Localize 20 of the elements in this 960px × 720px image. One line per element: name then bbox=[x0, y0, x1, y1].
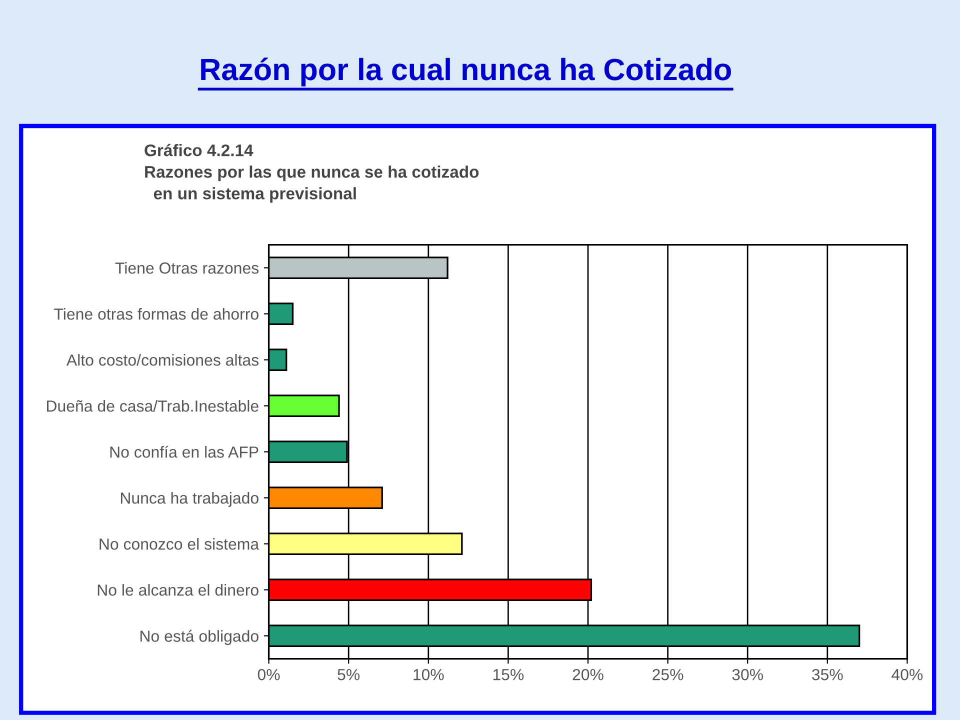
y-tick-label: No confía en las AFP bbox=[110, 446, 258, 458]
x-tick-label: 20% bbox=[572, 668, 604, 680]
chart-subtitle: Gráfico 4.2.14 Razones por las que nunca se ha cotizado en un sistema previsional bbox=[144, 144, 479, 203]
y-tick-label: No está obligado bbox=[140, 630, 258, 645]
x-tick-label: 40% bbox=[892, 668, 923, 680]
y-tick-label: Alto costo/comisiones altas bbox=[66, 354, 259, 366]
x-tick-label: 15% bbox=[493, 669, 524, 680]
x-tick-label: 30% bbox=[732, 668, 764, 680]
y-tick-label: Tiene otras formas de ahorro bbox=[54, 308, 258, 320]
y-tick-label: Nunca ha trabajado bbox=[120, 492, 258, 507]
y-tick-label: No le alcanza el dinero bbox=[98, 584, 258, 596]
x-tick-label: 5% bbox=[338, 669, 360, 680]
y-tick-label: Tiene Otras razones bbox=[115, 262, 259, 274]
x-tick-label: 0% bbox=[258, 668, 280, 680]
y-tick-label: Dueña de casa/Trab.Inestable bbox=[47, 400, 258, 412]
x-tick-label: 35% bbox=[812, 668, 843, 680]
chart-title: Razón por la cual nunca ha Cotizado bbox=[201, 58, 731, 86]
x-tick-label: 10% bbox=[414, 668, 444, 680]
x-tick-label: 25% bbox=[652, 668, 684, 680]
y-tick-label: No conozco el sistema bbox=[100, 538, 260, 550]
